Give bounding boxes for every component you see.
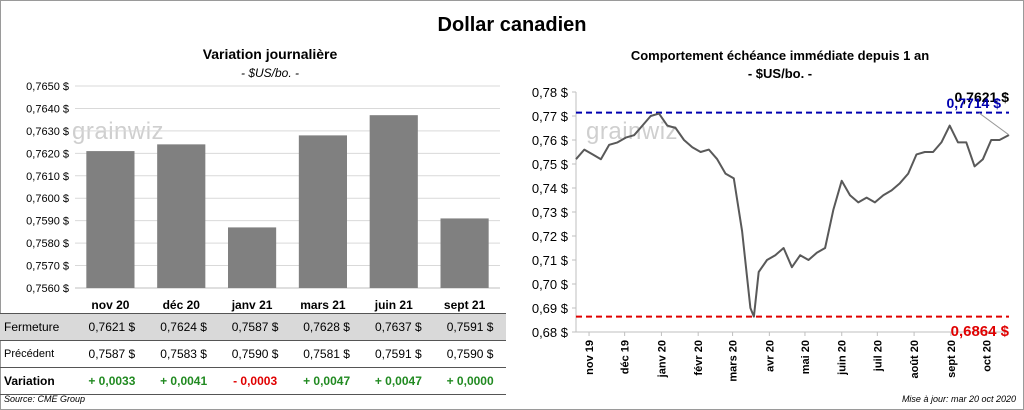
bar-chart: 0,7560 $ 0,7570 $ 0,7580 $ 0,7590 $ 0,7600 $… [26,81,500,312]
x-tick-label: avr 20 [764,340,776,372]
table-cell: + 0,0047 [362,367,435,395]
y-tick-label: 0,74 $ [532,181,569,196]
x-tick-label: déc 20 [163,298,201,312]
table-cell: 0,7581 $ [303,347,350,361]
row-label: Variation [0,367,76,395]
y-tick-label: 0,73 $ [532,205,569,220]
y-tick-label: 0,69 $ [532,301,569,316]
table-row: Variation + 0,0033 + 0,0041 - 0,0003 + 0… [0,367,506,395]
table-cell: 0,7624 $ [147,313,220,341]
bar [440,218,489,288]
right-watermark: grainwiz [586,118,679,145]
table-cell: 0,7637 $ [362,313,435,341]
last-value-label: 0,7621 $ [955,89,1010,105]
y-tick-label: 0,7640 $ [26,103,69,115]
y-tick-label: 0,72 $ [532,229,569,244]
bar [228,227,277,288]
table-cell: + 0,0047 [290,367,363,395]
bar [369,115,418,288]
x-tick-label: juin 20 [837,340,849,376]
daily-variation-table: Fermeture 0,7621 $ 0,7624 $ 0,7587 $ 0,7… [0,313,506,395]
y-tick-label: 0,75 $ [532,157,569,172]
source-note: Source: CME Group [4,394,86,404]
y-tick-label: 0,7630 $ [26,126,69,138]
x-tick-label: déc 19 [620,340,632,374]
price-series-line [575,112,1010,318]
y-tick-label: 0,77 $ [532,109,569,124]
y-tick-label: 0,70 $ [532,277,569,292]
y-tick-label: 0,7570 $ [26,261,69,273]
table-row: Fermeture 0,7621 $ 0,7624 $ 0,7587 $ 0,7… [0,313,506,341]
y-tick-label: 0,7580 $ [26,238,69,250]
line-chart: 0,68 $ 0,69 $ 0,70 $ 0,71 $ 0,72 $ 0,73 $ 0,74… [532,85,1010,382]
y-tick-label: 0,7600 $ [26,193,69,205]
x-tick-label: mars 20 [728,340,740,382]
x-tick-label: juil 20 [872,340,884,372]
table-cell: 0,7591 $ [375,347,422,361]
table-row: Précédent 0,7587 $ 0,7583 $ 0,7590 $ 0,7… [0,341,506,368]
y-tick-label: 0,7620 $ [26,148,69,160]
table-cell: 0,7587 $ [219,313,291,341]
y-tick-label: 0,7610 $ [26,171,69,183]
x-tick-label: sept 20 [946,340,958,378]
bar [298,135,347,288]
left-watermark: grainwiz [72,118,165,145]
low-value-label: 0,6864 $ [951,323,1010,340]
table-cell: 0,7628 $ [290,313,363,341]
last-value-leader [978,112,1010,136]
x-tick-label: nov 19 [584,340,596,375]
x-tick-label: janv 21 [231,298,273,312]
right-chart-unit: - $US/bo. - [747,66,813,81]
table-cell: + 0,0033 [76,367,148,395]
high-value-label: 0,7714 $ [947,95,1002,111]
table-cell: 0,7583 $ [160,347,207,361]
table-cell: 0,7621 $ [76,313,148,341]
y-tick-label: 0,68 $ [532,325,569,340]
row-label: Fermeture [0,313,76,341]
x-tick-label: août 20 [909,340,921,379]
update-note: Mise à jour: mar 20 oct 2020 [901,394,1016,404]
y-tick-label: 0,71 $ [532,253,569,268]
bar [86,151,135,288]
table-cell: + 0,0041 [147,367,220,395]
y-tick-label: 0,7650 $ [26,81,69,93]
table-cell: 0,7587 $ [88,347,136,361]
x-tick-label: mai 20 [800,340,812,374]
y-tick-label: 0,78 $ [532,85,569,100]
x-tick-label: oct 20 [981,340,993,372]
x-tick-label: févr 20 [693,340,705,375]
table-cell: - 0,0003 [219,367,291,395]
left-chart-title: Variation journalière [202,46,338,62]
y-tick-label: 0,76 $ [532,133,569,148]
table-cell: 0,7590 $ [231,347,279,361]
table-cell: 0,7590 $ [446,347,494,361]
left-chart-unit: - $US/bo. - [240,66,300,80]
x-tick-label: nov 20 [91,298,129,312]
right-chart-title: Comportement échéance immédiate depuis 1… [630,48,930,63]
row-label: Précédent [4,348,55,360]
table-cell: + 0,0000 [434,367,506,395]
page-title: Dollar canadien [437,14,587,36]
table-cell: 0,7591 $ [434,313,506,341]
bar [157,144,206,288]
x-tick-label: mars 21 [300,298,346,312]
y-tick-label: 0,7560 $ [26,283,69,295]
x-tick-label: sept 21 [444,298,486,312]
y-tick-label: 0,7590 $ [26,216,69,228]
x-tick-label: janv 20 [656,340,668,378]
x-tick-label: juin 21 [374,298,413,312]
